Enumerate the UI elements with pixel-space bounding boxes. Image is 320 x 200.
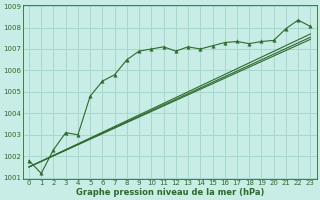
X-axis label: Graphe pression niveau de la mer (hPa): Graphe pression niveau de la mer (hPa) [76, 188, 264, 197]
